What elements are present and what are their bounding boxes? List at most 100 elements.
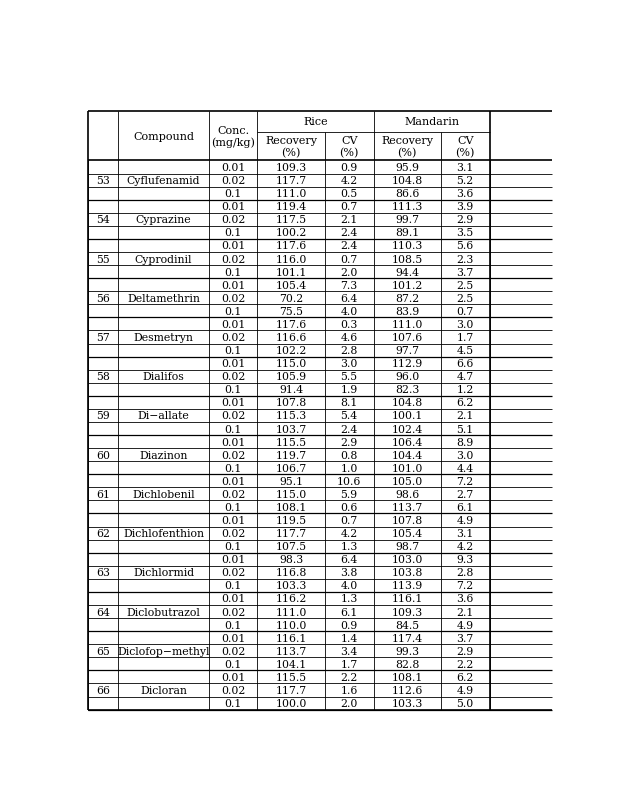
Text: 115.5: 115.5 (275, 672, 307, 682)
Text: 55: 55 (96, 255, 110, 264)
Text: 7.3: 7.3 (340, 280, 358, 291)
Text: 1.7: 1.7 (456, 332, 474, 343)
Text: 0.02: 0.02 (221, 293, 246, 304)
Text: 0.6: 0.6 (340, 503, 358, 512)
Text: 2.9: 2.9 (456, 646, 474, 656)
Text: 96.0: 96.0 (395, 372, 419, 381)
Text: 0.9: 0.9 (340, 620, 358, 630)
Text: 1.4: 1.4 (340, 633, 358, 643)
Text: 101.1: 101.1 (275, 267, 307, 277)
Text: 86.6: 86.6 (395, 189, 419, 199)
Text: 3.6: 3.6 (456, 189, 474, 199)
Text: 57: 57 (96, 332, 110, 343)
Text: 116.6: 116.6 (275, 332, 307, 343)
Text: 113.9: 113.9 (392, 581, 423, 591)
Text: 117.6: 117.6 (275, 320, 307, 329)
Text: 0.1: 0.1 (224, 189, 242, 199)
Text: 6.2: 6.2 (456, 672, 474, 682)
Text: 62: 62 (96, 528, 110, 539)
Text: 3.0: 3.0 (456, 450, 474, 460)
Text: Di−allate: Di−allate (138, 411, 189, 421)
Text: 108.5: 108.5 (392, 255, 423, 264)
Text: Dichlobenil: Dichlobenil (132, 489, 195, 499)
Text: 2.5: 2.5 (456, 293, 474, 304)
Text: 0.1: 0.1 (224, 424, 242, 434)
Text: 0.8: 0.8 (340, 450, 358, 460)
Text: 2.0: 2.0 (340, 698, 358, 708)
Text: 2.1: 2.1 (456, 411, 474, 421)
Text: (mg/kg): (mg/kg) (211, 137, 255, 148)
Text: 2.4: 2.4 (340, 228, 358, 238)
Text: 105.9: 105.9 (275, 372, 307, 381)
Text: 0.1: 0.1 (224, 698, 242, 708)
Text: 117.7: 117.7 (275, 176, 307, 185)
Text: 7.2: 7.2 (456, 476, 474, 486)
Text: 0.1: 0.1 (224, 620, 242, 630)
Text: 100.0: 100.0 (275, 698, 307, 708)
Text: 9.3: 9.3 (456, 555, 474, 565)
Text: 1.6: 1.6 (340, 685, 358, 695)
Text: 60: 60 (96, 450, 110, 460)
Text: 0.01: 0.01 (221, 633, 246, 643)
Text: 7.2: 7.2 (456, 581, 474, 591)
Text: 1.0: 1.0 (340, 463, 358, 473)
Text: Desmetryn: Desmetryn (133, 332, 193, 343)
Text: 3.0: 3.0 (340, 359, 358, 369)
Text: 0.1: 0.1 (224, 503, 242, 512)
Text: 0.01: 0.01 (221, 593, 246, 604)
Text: 2.1: 2.1 (456, 607, 474, 617)
Text: 1.7: 1.7 (340, 659, 358, 669)
Text: 111.3: 111.3 (391, 202, 423, 212)
Text: 107.8: 107.8 (275, 397, 307, 408)
Text: 4.2: 4.2 (456, 541, 474, 552)
Text: 3.4: 3.4 (340, 646, 358, 656)
Text: 115.5: 115.5 (275, 437, 307, 447)
Text: 0.02: 0.02 (221, 450, 246, 460)
Text: 63: 63 (96, 568, 110, 577)
Text: Dichlofenthion: Dichlofenthion (123, 528, 204, 539)
Text: 101.2: 101.2 (391, 280, 423, 291)
Text: Rice: Rice (303, 117, 328, 128)
Text: 4.0: 4.0 (340, 307, 358, 316)
Text: 113.7: 113.7 (392, 503, 423, 512)
Text: 0.3: 0.3 (340, 320, 358, 329)
Text: 119.7: 119.7 (275, 450, 307, 460)
Text: 2.3: 2.3 (456, 255, 474, 264)
Text: 3.6: 3.6 (456, 593, 474, 604)
Text: Dicloran: Dicloran (140, 685, 187, 695)
Text: CV: CV (457, 136, 474, 146)
Text: 0.02: 0.02 (221, 568, 246, 577)
Text: 2.2: 2.2 (340, 672, 358, 682)
Text: Mandarin: Mandarin (404, 117, 459, 128)
Text: 106.4: 106.4 (392, 437, 423, 447)
Text: 115.0: 115.0 (275, 359, 307, 369)
Text: 4.9: 4.9 (457, 620, 474, 630)
Text: 56: 56 (96, 293, 110, 304)
Text: 3.8: 3.8 (340, 568, 358, 577)
Text: 0.01: 0.01 (221, 241, 246, 251)
Text: 2.5: 2.5 (456, 280, 474, 291)
Text: 0.1: 0.1 (224, 345, 242, 356)
Text: 111.0: 111.0 (391, 320, 423, 329)
Text: 0.1: 0.1 (224, 581, 242, 591)
Text: 105.4: 105.4 (392, 528, 423, 539)
Text: 1.3: 1.3 (340, 541, 358, 552)
Text: 103.3: 103.3 (391, 698, 423, 708)
Text: 0.01: 0.01 (221, 163, 246, 173)
Text: 104.4: 104.4 (392, 450, 423, 460)
Text: 2.7: 2.7 (456, 489, 474, 499)
Text: 3.7: 3.7 (456, 633, 474, 643)
Text: 2.9: 2.9 (340, 437, 358, 447)
Text: 117.5: 117.5 (275, 215, 307, 225)
Text: 109.3: 109.3 (275, 163, 307, 173)
Text: 1.9: 1.9 (340, 385, 358, 395)
Text: 0.02: 0.02 (221, 215, 246, 225)
Text: 0.01: 0.01 (221, 476, 246, 486)
Text: 102.2: 102.2 (275, 345, 307, 356)
Text: 3.9: 3.9 (456, 202, 474, 212)
Text: Dialifos: Dialifos (143, 372, 184, 381)
Text: 4.2: 4.2 (340, 528, 358, 539)
Text: 6.4: 6.4 (340, 293, 358, 304)
Text: 0.1: 0.1 (224, 463, 242, 473)
Text: 0.01: 0.01 (221, 359, 246, 369)
